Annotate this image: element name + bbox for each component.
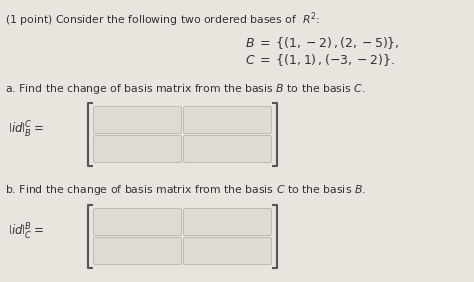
- FancyBboxPatch shape: [183, 237, 272, 265]
- FancyBboxPatch shape: [183, 135, 272, 162]
- Text: b. Find the change of basis matrix from the basis $C$ to the basis $B$.: b. Find the change of basis matrix from …: [5, 183, 366, 197]
- FancyBboxPatch shape: [93, 135, 182, 162]
- FancyBboxPatch shape: [93, 107, 182, 133]
- FancyBboxPatch shape: [93, 208, 182, 235]
- FancyBboxPatch shape: [183, 208, 272, 235]
- Text: $\left|id\right|_{C}^{B} =$: $\left|id\right|_{C}^{B} =$: [8, 222, 44, 242]
- Text: (1 point) Consider the following two ordered bases of  $R^2$:: (1 point) Consider the following two ord…: [5, 10, 320, 28]
- FancyBboxPatch shape: [93, 237, 182, 265]
- FancyBboxPatch shape: [183, 107, 272, 133]
- Text: $\left|id\right|_{B}^{C} =$: $\left|id\right|_{B}^{C} =$: [8, 120, 44, 140]
- Text: a. Find the change of basis matrix from the basis $B$ to the basis $C$.: a. Find the change of basis matrix from …: [5, 82, 365, 96]
- Text: $C\;=\;\{(1,1)\,,(-3,-2)\}.$: $C\;=\;\{(1,1)\,,(-3,-2)\}.$: [245, 52, 395, 68]
- Text: $B\;=\;\{(1,-2)\,,(2,-5)\},$: $B\;=\;\{(1,-2)\,,(2,-5)\},$: [245, 35, 400, 51]
